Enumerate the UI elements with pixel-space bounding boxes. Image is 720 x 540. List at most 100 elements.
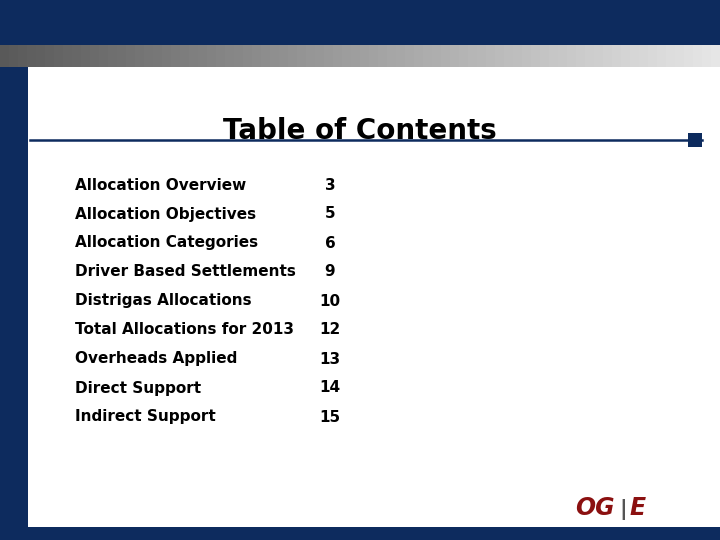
Text: Allocation Categories: Allocation Categories [75, 235, 258, 251]
Bar [693, 45, 703, 67]
Text: 5: 5 [325, 206, 336, 221]
Bar [324, 45, 334, 67]
Bar [558, 45, 568, 67]
Bar [603, 45, 613, 67]
Bar [630, 45, 640, 67]
Bar [135, 45, 145, 67]
Bar [585, 45, 595, 67]
Bar [711, 45, 720, 67]
Bar [180, 45, 190, 67]
Text: 10: 10 [320, 294, 341, 308]
Bar [567, 45, 577, 67]
Text: 9: 9 [325, 265, 336, 280]
Bar [189, 45, 199, 67]
Bar [477, 45, 487, 67]
Bar [108, 45, 118, 67]
Bar [216, 45, 226, 67]
Bar [126, 45, 136, 67]
Bar [333, 45, 343, 67]
Bar [342, 45, 352, 67]
Bar [432, 45, 442, 67]
Bar [675, 45, 685, 67]
Bar [144, 45, 154, 67]
Text: Distrigas Allocations: Distrigas Allocations [75, 294, 251, 308]
Bar [171, 45, 181, 67]
Bar [198, 45, 208, 67]
Bar [27, 45, 37, 67]
Text: 15: 15 [320, 409, 341, 424]
Bar [90, 45, 100, 67]
Bar [378, 45, 388, 67]
Bar [688, 133, 702, 147]
Bar [369, 45, 379, 67]
Bar [648, 45, 658, 67]
Bar [54, 45, 64, 67]
Bar [99, 45, 109, 67]
Bar [621, 45, 631, 67]
Bar [423, 45, 433, 67]
Bar [0, 527, 720, 540]
Bar [72, 45, 82, 67]
Text: Total Allocations for 2013: Total Allocations for 2013 [75, 322, 294, 338]
Bar [414, 45, 424, 67]
Bar [396, 45, 406, 67]
Bar [225, 45, 235, 67]
Bar [576, 45, 586, 67]
Text: |: | [619, 499, 626, 520]
Bar [279, 45, 289, 67]
Text: 14: 14 [320, 381, 341, 395]
Bar [468, 45, 478, 67]
Bar [297, 45, 307, 67]
Text: 13: 13 [320, 352, 341, 367]
Text: E: E [629, 496, 645, 520]
Bar [549, 45, 559, 67]
Text: Table of Contents: Table of Contents [223, 117, 497, 145]
Bar [531, 45, 541, 67]
Bar [288, 45, 298, 67]
Bar [486, 45, 496, 67]
Bar [657, 45, 667, 67]
Bar [207, 45, 217, 67]
Bar [315, 45, 325, 67]
Text: 12: 12 [320, 322, 341, 338]
Bar [243, 45, 253, 67]
Bar [0, 0, 720, 45]
Bar [0, 67, 28, 527]
Bar [702, 45, 712, 67]
Bar [45, 45, 55, 67]
Text: Allocation Objectives: Allocation Objectives [75, 206, 256, 221]
Text: Allocation Overview: Allocation Overview [75, 178, 246, 192]
Bar [270, 45, 280, 67]
Bar [495, 45, 505, 67]
Bar [405, 45, 415, 67]
Bar [162, 45, 172, 67]
Bar [594, 45, 604, 67]
Bar [459, 45, 469, 67]
Text: OG: OG [575, 496, 614, 520]
Bar [117, 45, 127, 67]
Bar [252, 45, 262, 67]
Text: Overheads Applied: Overheads Applied [75, 352, 238, 367]
Text: 3: 3 [325, 178, 336, 192]
Bar [666, 45, 676, 67]
Bar [18, 45, 28, 67]
Bar [234, 45, 244, 67]
Bar [450, 45, 460, 67]
Text: Direct Support: Direct Support [75, 381, 201, 395]
Bar [0, 45, 10, 67]
Bar [513, 45, 523, 67]
Text: Indirect Support: Indirect Support [75, 409, 216, 424]
Bar [63, 45, 73, 67]
Bar [351, 45, 361, 67]
Text: 6: 6 [325, 235, 336, 251]
Bar [504, 45, 514, 67]
Bar [684, 45, 694, 67]
Bar [639, 45, 649, 67]
Bar [81, 45, 91, 67]
Bar [306, 45, 316, 67]
Bar [261, 45, 271, 67]
Bar [441, 45, 451, 67]
Text: Driver Based Settlements: Driver Based Settlements [75, 265, 296, 280]
Bar [522, 45, 532, 67]
Bar [9, 45, 19, 67]
